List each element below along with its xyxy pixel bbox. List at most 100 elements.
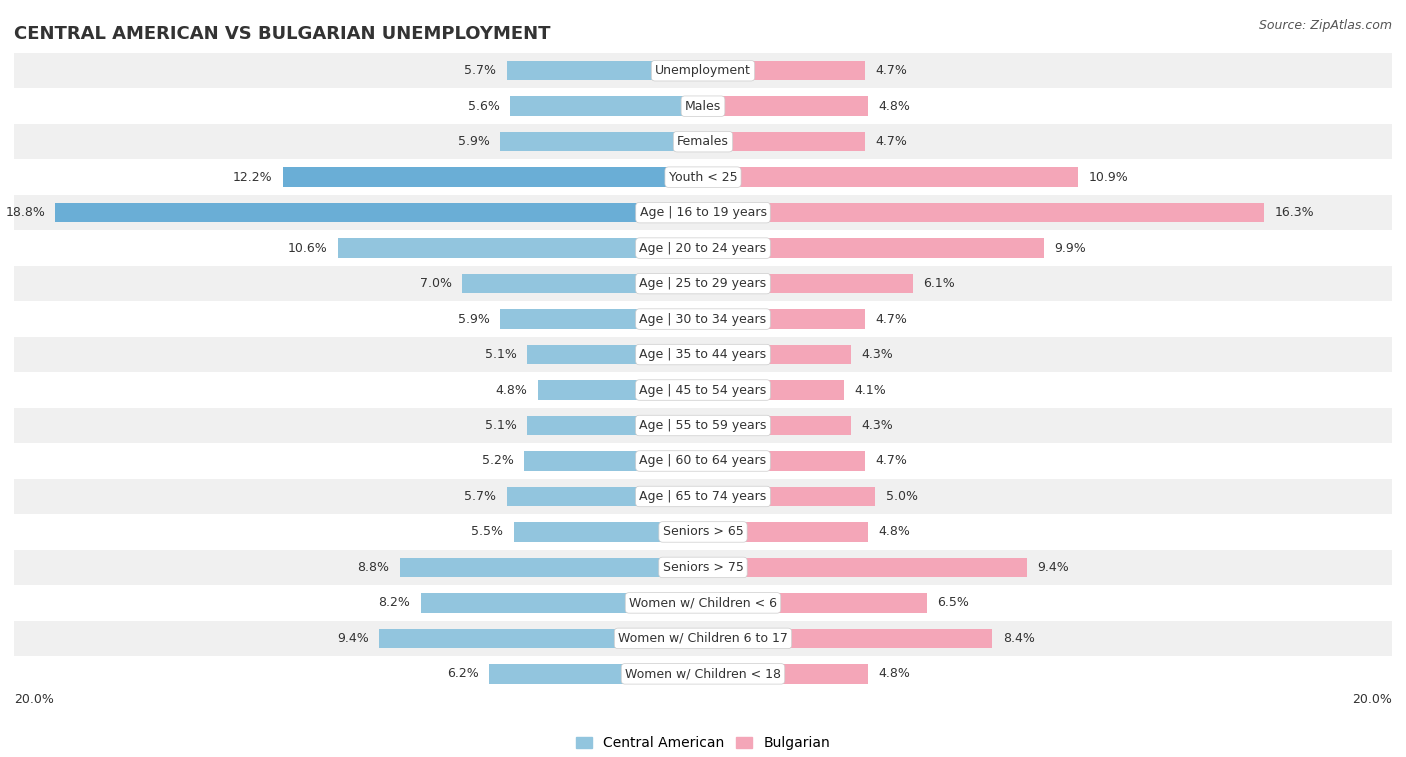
Text: 20.0%: 20.0% xyxy=(1353,693,1392,706)
Text: 4.7%: 4.7% xyxy=(875,136,907,148)
Bar xyxy=(703,416,851,435)
Text: 6.5%: 6.5% xyxy=(938,597,969,609)
Text: 4.8%: 4.8% xyxy=(879,668,911,681)
Bar xyxy=(703,274,912,294)
Text: 20.0%: 20.0% xyxy=(14,693,53,706)
Bar xyxy=(703,96,869,116)
Bar xyxy=(703,664,869,684)
Text: 5.9%: 5.9% xyxy=(457,313,489,326)
Bar xyxy=(524,451,703,471)
Text: 5.5%: 5.5% xyxy=(471,525,503,538)
Text: 4.3%: 4.3% xyxy=(862,419,893,432)
Bar xyxy=(513,522,703,542)
Bar xyxy=(527,344,703,364)
Bar xyxy=(499,310,703,329)
Bar xyxy=(489,664,703,684)
Bar xyxy=(703,344,851,364)
Text: 9.9%: 9.9% xyxy=(1054,241,1085,254)
Bar xyxy=(703,203,1264,223)
Text: 6.2%: 6.2% xyxy=(447,668,479,681)
Text: 5.0%: 5.0% xyxy=(886,490,918,503)
Text: 10.6%: 10.6% xyxy=(288,241,328,254)
Text: CENTRAL AMERICAN VS BULGARIAN UNEMPLOYMENT: CENTRAL AMERICAN VS BULGARIAN UNEMPLOYME… xyxy=(14,25,551,43)
Text: 4.8%: 4.8% xyxy=(879,100,911,113)
Bar xyxy=(14,372,1392,408)
Text: Males: Males xyxy=(685,100,721,113)
Text: 5.7%: 5.7% xyxy=(464,490,496,503)
Text: 4.7%: 4.7% xyxy=(875,454,907,468)
Text: Seniors > 75: Seniors > 75 xyxy=(662,561,744,574)
Bar xyxy=(703,380,844,400)
Text: 5.9%: 5.9% xyxy=(457,136,489,148)
Bar xyxy=(14,230,1392,266)
Text: 4.8%: 4.8% xyxy=(495,384,527,397)
Text: 5.2%: 5.2% xyxy=(482,454,513,468)
Text: Age | 16 to 19 years: Age | 16 to 19 years xyxy=(640,206,766,219)
Text: 4.7%: 4.7% xyxy=(875,313,907,326)
Text: 5.1%: 5.1% xyxy=(485,419,517,432)
Text: Age | 60 to 64 years: Age | 60 to 64 years xyxy=(640,454,766,468)
Bar xyxy=(461,274,703,294)
Text: 8.8%: 8.8% xyxy=(357,561,389,574)
Text: 10.9%: 10.9% xyxy=(1088,170,1129,184)
Text: 4.1%: 4.1% xyxy=(855,384,886,397)
Bar xyxy=(283,167,703,187)
Bar xyxy=(14,621,1392,656)
Text: 8.2%: 8.2% xyxy=(378,597,411,609)
Bar xyxy=(14,408,1392,444)
Text: 5.1%: 5.1% xyxy=(485,348,517,361)
Bar xyxy=(703,167,1078,187)
Bar xyxy=(703,238,1045,258)
Bar xyxy=(703,310,865,329)
Bar xyxy=(703,628,993,648)
Text: Women w/ Children < 6: Women w/ Children < 6 xyxy=(628,597,778,609)
Bar xyxy=(14,53,1392,89)
Text: Women w/ Children 6 to 17: Women w/ Children 6 to 17 xyxy=(619,632,787,645)
Text: 16.3%: 16.3% xyxy=(1275,206,1315,219)
Bar xyxy=(14,478,1392,514)
Text: Age | 45 to 54 years: Age | 45 to 54 years xyxy=(640,384,766,397)
Bar xyxy=(14,160,1392,195)
Bar xyxy=(703,593,927,612)
Text: Age | 55 to 59 years: Age | 55 to 59 years xyxy=(640,419,766,432)
Bar xyxy=(14,89,1392,124)
Bar xyxy=(14,195,1392,230)
Text: 5.6%: 5.6% xyxy=(468,100,499,113)
Bar xyxy=(506,487,703,506)
Bar xyxy=(14,337,1392,372)
Text: Females: Females xyxy=(678,136,728,148)
Text: Source: ZipAtlas.com: Source: ZipAtlas.com xyxy=(1258,19,1392,32)
Text: Age | 65 to 74 years: Age | 65 to 74 years xyxy=(640,490,766,503)
Text: Age | 30 to 34 years: Age | 30 to 34 years xyxy=(640,313,766,326)
Bar xyxy=(527,416,703,435)
Bar xyxy=(703,522,869,542)
Bar xyxy=(420,593,703,612)
Bar xyxy=(14,656,1392,692)
Bar xyxy=(703,61,865,80)
Bar xyxy=(703,487,875,506)
Text: Age | 25 to 29 years: Age | 25 to 29 years xyxy=(640,277,766,290)
Text: 4.8%: 4.8% xyxy=(879,525,911,538)
Text: 9.4%: 9.4% xyxy=(337,632,368,645)
Bar xyxy=(703,558,1026,577)
Text: 4.3%: 4.3% xyxy=(862,348,893,361)
Text: 18.8%: 18.8% xyxy=(6,206,45,219)
Text: Age | 20 to 24 years: Age | 20 to 24 years xyxy=(640,241,766,254)
Bar xyxy=(499,132,703,151)
Text: Youth < 25: Youth < 25 xyxy=(669,170,737,184)
Text: Seniors > 65: Seniors > 65 xyxy=(662,525,744,538)
Bar xyxy=(14,301,1392,337)
Bar xyxy=(14,124,1392,160)
Bar xyxy=(14,585,1392,621)
Bar xyxy=(506,61,703,80)
Text: 4.7%: 4.7% xyxy=(875,64,907,77)
Text: 8.4%: 8.4% xyxy=(1002,632,1035,645)
Bar xyxy=(510,96,703,116)
Text: Age | 35 to 44 years: Age | 35 to 44 years xyxy=(640,348,766,361)
Bar xyxy=(337,238,703,258)
Text: 7.0%: 7.0% xyxy=(419,277,451,290)
Text: 12.2%: 12.2% xyxy=(233,170,273,184)
Text: 6.1%: 6.1% xyxy=(924,277,955,290)
Bar xyxy=(14,514,1392,550)
Bar xyxy=(14,444,1392,478)
